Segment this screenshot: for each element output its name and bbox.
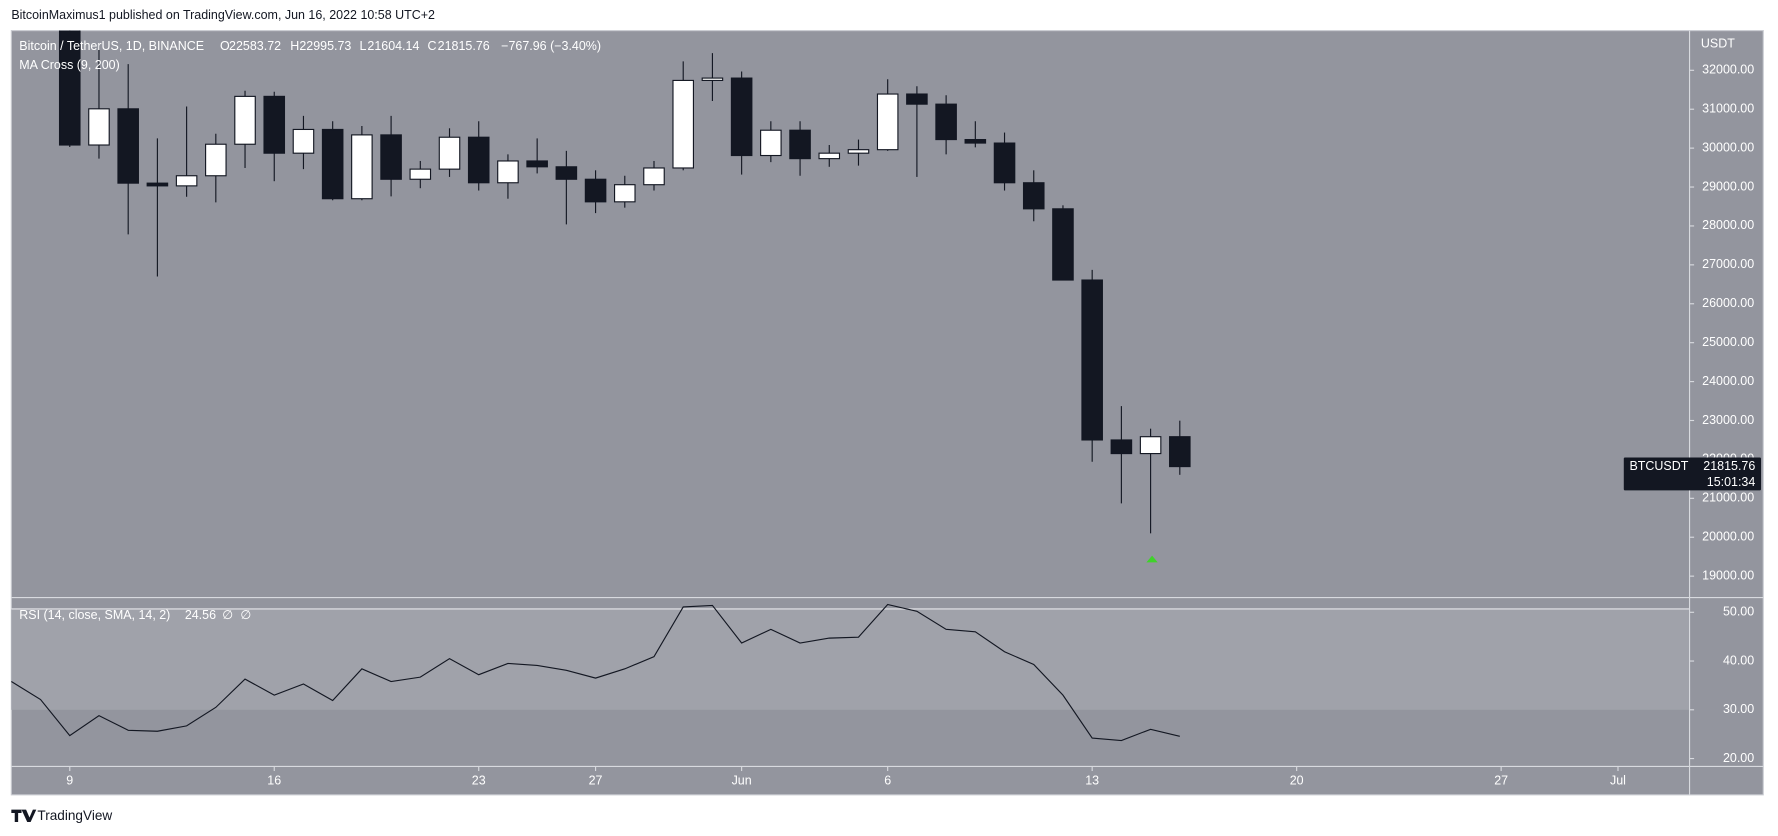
countdown: 15:01:34 (1707, 475, 1756, 489)
y-tick-label: 40.00 (1723, 653, 1754, 667)
candle-body (584, 178, 607, 203)
candle-body (993, 142, 1016, 184)
rsi-band (11, 608, 1690, 710)
candle-body (117, 108, 139, 184)
y-tick-label: 27000.00 (1702, 257, 1754, 271)
symbol-label: BTCUSDT (1629, 459, 1688, 473)
candle-body (1169, 436, 1191, 468)
candle-body (438, 136, 461, 170)
rsi-title: RSI (14, close, SMA, 14, 2) (19, 608, 170, 622)
candle-body (292, 128, 315, 154)
ohlc-label: H (290, 39, 299, 53)
chart-title: Bitcoin / TetherUS, 1D, BINANCE (19, 39, 204, 53)
candle-body (234, 95, 256, 145)
y-tick-label: 29000.00 (1702, 179, 1754, 193)
x-tick-label: 6 (884, 774, 891, 788)
candle-body (146, 182, 169, 187)
candle-body (643, 167, 665, 186)
x-tick-label: 27 (589, 774, 603, 788)
candle-body (409, 168, 432, 180)
candle-body (1110, 439, 1133, 455)
y-tick-label: 20.00 (1723, 751, 1754, 765)
candle-body (672, 79, 695, 169)
y-tick-label: 20000.00 (1702, 530, 1754, 544)
y-tick-label: 23000.00 (1702, 413, 1754, 427)
na-label: ∅ (222, 608, 233, 622)
candle-body (613, 184, 636, 203)
candle-body (467, 136, 490, 184)
candle-body (380, 134, 402, 180)
candle-body (88, 108, 110, 146)
plot (11, 30, 1191, 742)
ohlc-label: C (427, 39, 436, 53)
candle-body (1052, 208, 1074, 281)
candle-body (263, 95, 286, 154)
candle-body (526, 160, 548, 168)
candle-body (58, 30, 81, 146)
candle-body (730, 77, 753, 157)
y-tick-label: 19000.00 (1702, 568, 1754, 582)
candle-body (847, 149, 870, 154)
y-tick-label: 26000.00 (1702, 296, 1754, 310)
candle-body (555, 166, 578, 180)
candle-body (205, 143, 227, 177)
candles (58, 30, 1191, 534)
candle-body (321, 128, 344, 200)
ohlc-value: 21604.14 (367, 39, 419, 53)
x-tick-label: 9 (66, 774, 73, 788)
rsi-value: 24.56 (185, 608, 216, 622)
y-tick-label: 24000.00 (1702, 374, 1754, 388)
y-tick-label: 28000.00 (1702, 218, 1754, 232)
publisher-line: BitcoinMaximus1 published on TradingView… (11, 8, 435, 22)
candle-body (175, 175, 198, 187)
ohlc-label: L (359, 39, 366, 53)
x-tick-label: 16 (267, 774, 281, 788)
ohlc-value: 22583.72 (229, 39, 281, 53)
last-price: 21815.76 (1703, 459, 1755, 473)
candle-body (876, 93, 899, 151)
candle-body (760, 129, 782, 157)
y-tick-label: 30000.00 (1702, 140, 1754, 154)
y-tick-label: 30.00 (1723, 702, 1754, 716)
candle-body (906, 93, 928, 105)
y-axis-label: USDT (1701, 37, 1735, 51)
x-tick-label: Jul (1610, 774, 1626, 788)
rsi-line (11, 603, 1180, 742)
candle-body (818, 152, 841, 160)
y-tick-label: 21000.00 (1702, 491, 1754, 505)
candle-body (701, 77, 724, 81)
candle-body (1081, 279, 1103, 441)
x-tick-label: 13 (1085, 774, 1099, 788)
ohlc-label: O (220, 39, 230, 53)
candle-body (964, 138, 987, 144)
candle-body (351, 134, 373, 200)
change: −767.96 (−3.40%) (501, 39, 601, 53)
ohlc-value: 21815.76 (438, 39, 490, 53)
na-label: ∅ (240, 608, 251, 622)
candle-body (1022, 182, 1045, 210)
signal-arrow (1146, 555, 1158, 563)
x-tick-label: 27 (1494, 774, 1508, 788)
price-label-box (1623, 457, 1761, 491)
candle-body (497, 160, 519, 184)
candle-body (935, 103, 957, 141)
candle-body (1139, 436, 1162, 455)
y-tick-label: 25000.00 (1702, 335, 1754, 349)
y-tick-label: 50.00 (1723, 605, 1754, 619)
logo (11, 809, 37, 823)
x-tick-label: Jun (732, 774, 752, 788)
x-tick-label: 20 (1290, 774, 1304, 788)
y-tick-label: 32000.00 (1702, 63, 1754, 77)
ohlc-value: 22995.73 (299, 39, 351, 53)
x-tick-label: 23 (472, 774, 486, 788)
indicator-label: MA Cross (9, 200) (19, 58, 119, 72)
candle-body (789, 129, 811, 160)
y-tick-label: 31000.00 (1702, 102, 1754, 116)
footer: TradingView (37, 808, 112, 823)
